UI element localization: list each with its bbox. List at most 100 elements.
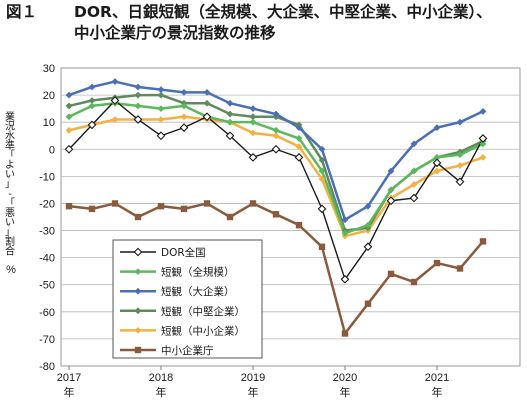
data-point bbox=[226, 110, 234, 118]
x-tick-unit: 年 bbox=[156, 385, 167, 399]
y-tick-label: -70 bbox=[39, 334, 55, 346]
data-point bbox=[249, 118, 257, 126]
y-tick-label: -60 bbox=[39, 307, 55, 319]
y-tick-label: 30 bbox=[43, 63, 55, 75]
data-point bbox=[88, 205, 96, 213]
data-point bbox=[88, 83, 96, 91]
data-point bbox=[249, 105, 257, 113]
data-point bbox=[433, 167, 441, 175]
y-tick-label: 10 bbox=[43, 117, 55, 129]
data-point bbox=[318, 145, 326, 153]
data-point bbox=[410, 181, 418, 188]
y-axis-label-char: い bbox=[5, 170, 15, 181]
data-point bbox=[134, 268, 142, 275]
data-point bbox=[456, 162, 464, 169]
data-point bbox=[134, 346, 142, 354]
data-point bbox=[456, 151, 464, 159]
y-tick-label: 0 bbox=[49, 144, 55, 156]
data-point bbox=[133, 115, 143, 124]
data-point bbox=[410, 278, 418, 286]
legend-label: 短観（大企業） bbox=[161, 285, 235, 298]
data-point bbox=[271, 144, 281, 154]
chart-title-line1: DOR、日銀短観（全規模、大企業、中堅企業、中小企業）、 bbox=[74, 3, 492, 21]
data-point bbox=[318, 175, 326, 183]
data-point bbox=[294, 153, 304, 162]
y-axis-label-char: 準 bbox=[5, 139, 15, 152]
data-point bbox=[410, 140, 418, 148]
y-axis-label-char: い bbox=[5, 218, 15, 229]
data-point bbox=[202, 112, 212, 122]
legend-label: 短観（全規模） bbox=[161, 266, 235, 279]
y-tick-label: -80 bbox=[39, 361, 55, 373]
data-point bbox=[157, 105, 165, 113]
data-point bbox=[134, 213, 142, 221]
data-point bbox=[134, 307, 142, 315]
data-point bbox=[456, 118, 464, 126]
data-point bbox=[88, 97, 96, 104]
legend-label: 短観（中小企業） bbox=[161, 324, 245, 337]
y-axis-label-char: 「 bbox=[5, 149, 15, 161]
data-point bbox=[157, 116, 165, 123]
x-tick-label: 2017 bbox=[57, 372, 81, 384]
data-point bbox=[432, 158, 442, 168]
data-point bbox=[134, 83, 142, 91]
data-point bbox=[226, 213, 234, 221]
data-point bbox=[111, 200, 119, 207]
data-point bbox=[295, 221, 303, 229]
data-point bbox=[203, 99, 211, 107]
data-point bbox=[111, 116, 119, 123]
data-point bbox=[87, 120, 97, 130]
data-point bbox=[248, 153, 258, 162]
data-point bbox=[134, 287, 142, 295]
data-point bbox=[479, 238, 487, 245]
data-point bbox=[318, 156, 326, 164]
y-tick-label: 20 bbox=[43, 90, 55, 102]
legend-label: 中小企業庁 bbox=[161, 344, 214, 357]
x-tick-unit: 年 bbox=[64, 385, 75, 399]
x-tick-label: 2020 bbox=[333, 372, 357, 384]
data-point bbox=[249, 113, 257, 121]
data-point bbox=[225, 131, 235, 141]
data-point bbox=[134, 327, 142, 334]
data-point bbox=[386, 196, 396, 206]
data-point bbox=[410, 167, 418, 175]
data-point bbox=[249, 129, 257, 137]
data-point bbox=[364, 300, 372, 307]
data-point bbox=[157, 91, 165, 99]
y-axis-label-char: 」 bbox=[5, 227, 15, 238]
y-axis-label-char: よ bbox=[5, 159, 15, 171]
data-point bbox=[433, 124, 441, 131]
data-point bbox=[318, 243, 326, 250]
data-point bbox=[295, 124, 303, 131]
legend-box bbox=[112, 239, 263, 359]
data-point bbox=[478, 134, 488, 143]
data-point bbox=[479, 154, 487, 161]
data-point bbox=[65, 113, 73, 121]
data-point bbox=[387, 186, 395, 194]
data-point bbox=[226, 118, 234, 126]
data-point bbox=[409, 193, 419, 203]
data-point bbox=[387, 167, 395, 175]
x-tick-label: 2019 bbox=[241, 372, 265, 384]
data-point bbox=[110, 96, 120, 105]
data-point bbox=[272, 132, 280, 140]
data-point bbox=[364, 202, 372, 210]
y-tick-label: -10 bbox=[39, 171, 55, 183]
data-point bbox=[180, 102, 188, 110]
y-tick-label: -20 bbox=[39, 198, 55, 210]
data-point bbox=[479, 140, 487, 148]
data-point bbox=[180, 88, 188, 96]
y-axis-label-char: 合 bbox=[5, 244, 15, 257]
y-tick-label: -30 bbox=[39, 226, 55, 238]
data-point bbox=[455, 177, 465, 187]
data-point bbox=[272, 126, 280, 134]
y-axis-label-char: - bbox=[8, 189, 12, 200]
data-point bbox=[340, 274, 350, 284]
data-point bbox=[249, 200, 257, 207]
data-point bbox=[65, 126, 73, 134]
data-point bbox=[64, 144, 74, 154]
data-point bbox=[133, 247, 143, 257]
y-axis-label-char: 「 bbox=[5, 197, 15, 209]
